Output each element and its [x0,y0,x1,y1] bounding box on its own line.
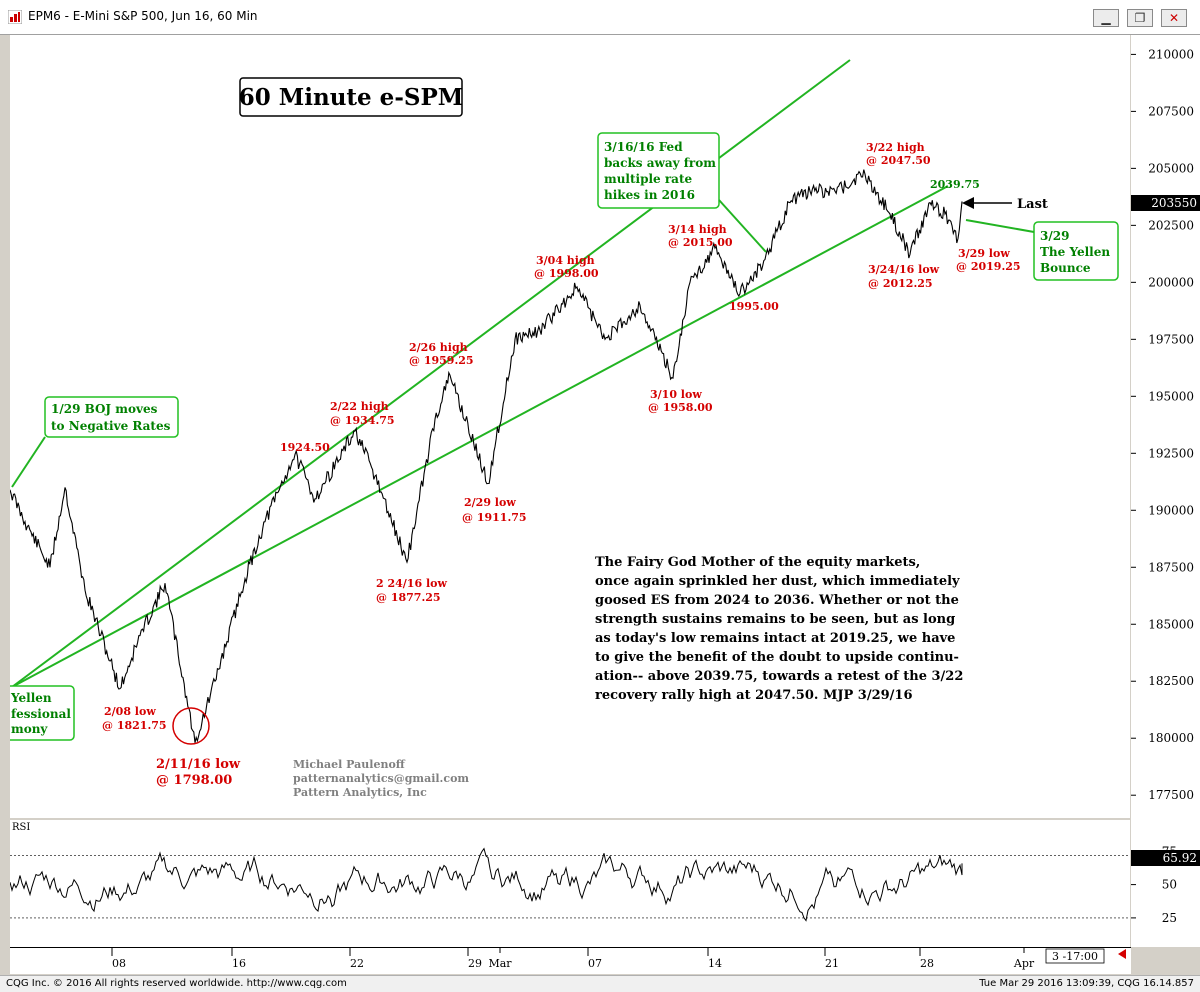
time-tick-label: 16 [232,957,246,970]
low-329-label: 3/29 low @ 2019.25 [956,247,1021,273]
yellen-bounce-annotation: 3/29 The Yellen Bounce [1040,229,1114,275]
rsi-tick-label: 50 [1162,878,1177,892]
low-211-circle [172,707,210,745]
timestamp-text: Tue Mar 29 2016 13:09:39, CQG 16.14.857 [979,978,1194,989]
price-1995-label: 1995.00 [729,300,779,313]
price-tick-label: 210000 [1148,47,1194,61]
price-plot-area[interactable]: 60 Minute e-SPM 3/16/16 Fed backs away f… [10,35,1130,818]
rsi-tick-label: 25 [1162,911,1177,925]
price-tick-label: 177500 [1148,788,1194,802]
low-229-label: 2/29 low @ 1911.75 [462,496,527,524]
fed-annotation: 3/16/16 Fed backs away from multiple rat… [604,140,720,202]
price-1924-label: 1924.50 [280,441,330,454]
chart-title: 60 Minute e-SPM [239,84,463,111]
price-tick-label: 207500 [1148,104,1194,118]
time-label: 3 -17:00 [1052,950,1098,963]
low-224-label: 2 24/16 low @ 1877.25 [376,577,447,604]
scroll-left-icon[interactable] [1118,949,1126,959]
price-tick-label: 182500 [1148,674,1194,688]
time-axis[interactable]: 08 16 22 29 Mar 07 14 21 28 Apr 3 -17:00 [10,947,1131,974]
cqg-app-icon [8,10,22,24]
time-tick-label: Apr [1013,957,1035,970]
high-222-label: 2/22 high @ 1934.75 [330,400,395,427]
time-tick-label: 29 [468,957,482,970]
time-tick-label: Mar [488,957,512,970]
time-tick-label: 07 [588,957,602,970]
low-208-label: 2/08 low @ 1821.75 [102,705,167,732]
last-label: Last [1017,197,1048,212]
time-tick-label: 21 [825,957,839,970]
price-tick-label: 205000 [1148,161,1194,175]
last-price-tag: 203550 [1151,196,1197,210]
minimize-button[interactable]: ▁ [1093,9,1119,27]
close-button[interactable]: ✕ [1161,9,1187,27]
price-tick-label: 190000 [1148,503,1194,517]
low-211-label: 2/11/16 low @ 1798.00 [156,757,241,788]
price-2039-label: 2039.75 [930,178,980,191]
high-322-label: 3/22 high @ 2047.50 [866,141,931,167]
copyright-text: CQG Inc. © 2016 All rights reserved worl… [6,978,347,989]
rsi-series-line [10,847,963,922]
restore-button[interactable]: ❐ [1127,9,1153,27]
price-tick-label: 197500 [1148,332,1194,346]
rsi-label: RSI [12,822,30,833]
boj-annotation: 1/29 BOJ moves to Negative Rates [51,402,171,433]
high-314-label: 3/14 high @ 2015.00 [668,223,733,249]
price-tick-label: 180000 [1148,731,1194,745]
author-credit: Michael Paulenoff patternanalytics@gmail… [293,758,473,799]
time-tick-label: 28 [920,957,934,970]
low-324-label: 3/24/16 low @ 2012.25 [868,263,940,290]
channel-line-lower [11,185,949,688]
price-series-line [10,169,963,743]
price-axis[interactable]: 177500 180000 182500 185000 187500 190000 1925… [1131,35,1200,947]
rsi-last-tag: 65.92 [1163,851,1197,865]
commentary-text: The Fairy God Mother of the equity marke… [595,555,968,703]
time-tick-label: 22 [350,957,364,970]
price-tick-label: 187500 [1148,560,1194,574]
time-tick-label: 14 [708,957,722,970]
time-tick-label: 08 [112,957,126,970]
price-tick-label: 192500 [1148,446,1194,460]
price-tick-label: 185000 [1148,617,1194,631]
price-tick-label: 200000 [1148,275,1194,289]
low-310-label: 3/10 low @ 1958.00 [648,388,713,414]
footer-bar: CQG Inc. © 2016 All rights reserved worl… [0,975,1200,992]
high-226-label: 2/26 high @ 1959.25 [409,341,474,367]
title-bar: EPM6 - E-Mini S&P 500, Jun 16, 60 Min ▁ … [0,0,1200,35]
high-304-label: 3/04 high @ 1998.00 [534,254,599,280]
yellen-testimony-annotation: Yellen fessional mony [10,691,75,736]
rsi-panel[interactable]: RSI [10,820,1130,947]
window-title: EPM6 - E-Mini S&P 500, Jun 16, 60 Min [28,9,258,23]
price-tick-label: 195000 [1148,389,1194,403]
price-tick-label: 202500 [1148,218,1194,232]
